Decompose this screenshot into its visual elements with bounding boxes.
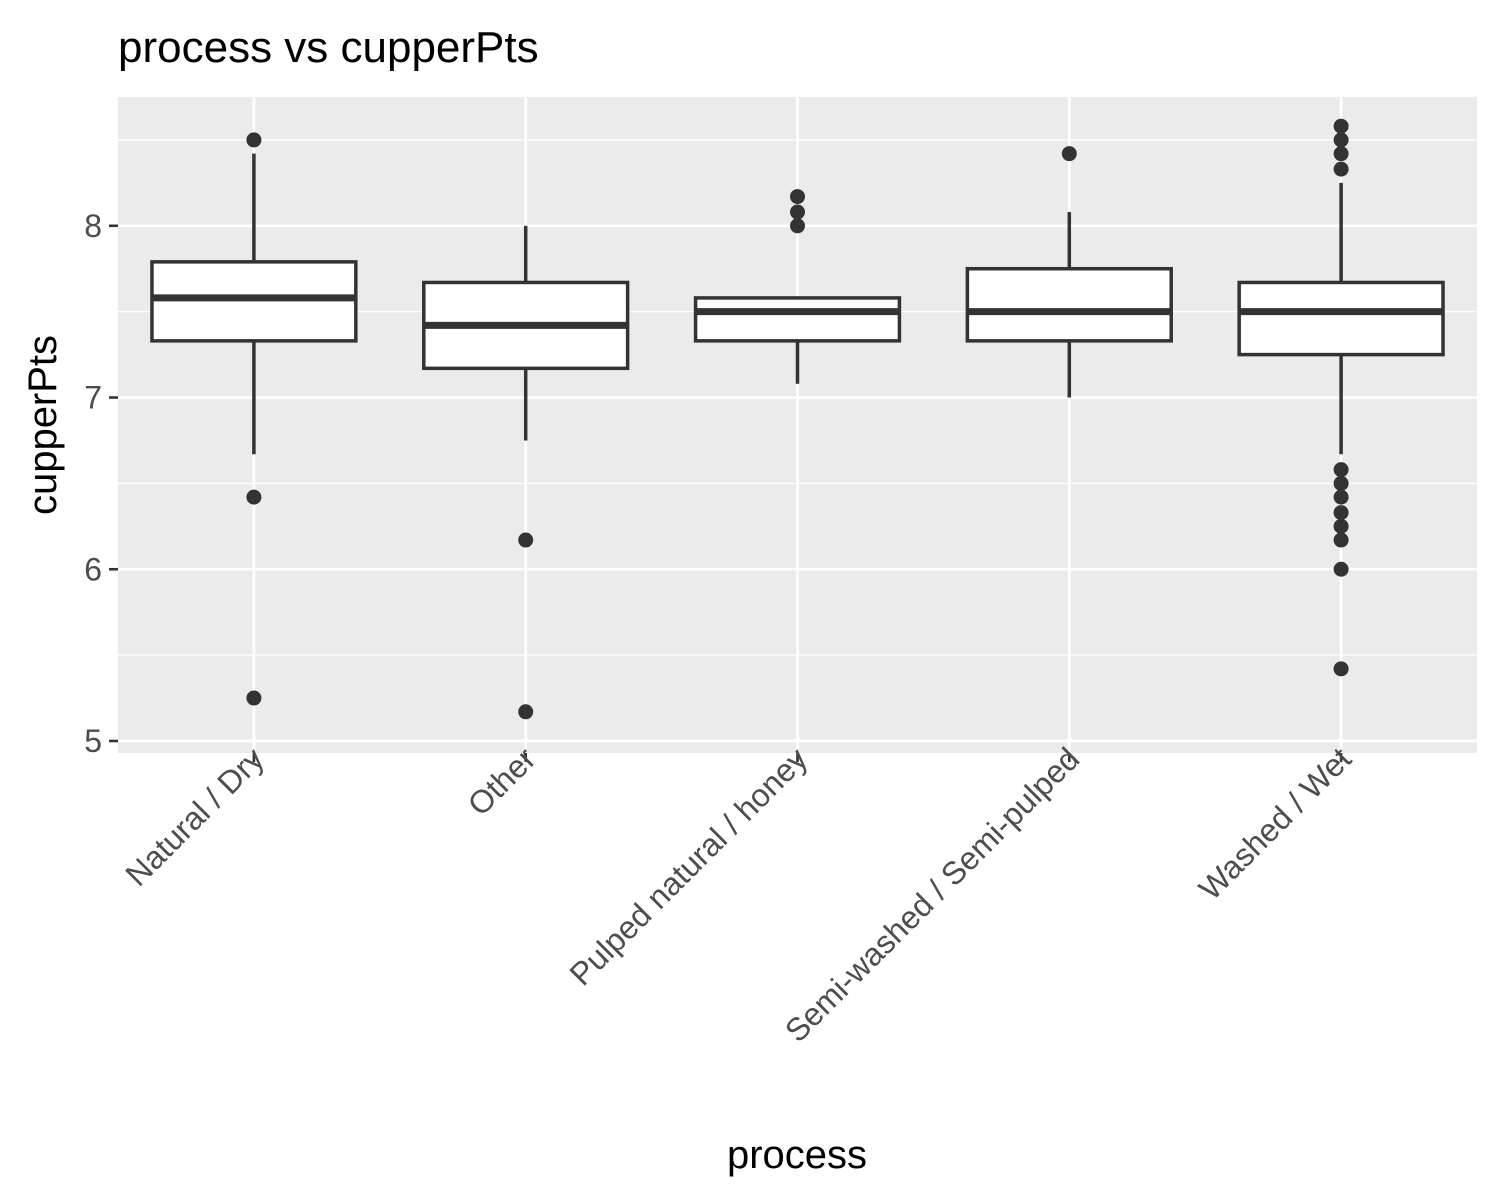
outlier-point (1333, 561, 1349, 577)
outlier-point (1333, 462, 1349, 478)
outlier-point (790, 189, 805, 205)
outlier-point (1333, 161, 1349, 177)
outlier-point (518, 704, 534, 720)
outlier-point (246, 489, 262, 505)
x-tick-label: Washed / Wet (1192, 740, 1358, 906)
y-tick-label: 7 (84, 380, 102, 416)
outlier-point (1061, 146, 1077, 162)
outlier-point (246, 132, 262, 148)
outlier-point (1333, 518, 1349, 534)
y-tick-label: 5 (84, 723, 102, 759)
box-1 (422, 225, 630, 720)
y-tick-label: 6 (84, 551, 102, 587)
outlier-point (790, 218, 805, 234)
y-axis: 5 6 7 8 (84, 208, 118, 759)
outlier-point (1333, 475, 1349, 491)
x-tick-label: Pulped natural / honey (563, 740, 815, 992)
outlier-point (1333, 118, 1349, 134)
box-0 (150, 132, 358, 706)
chart-title: process vs cupperPts (118, 23, 539, 72)
outlier-point (246, 690, 262, 706)
x-axis-title: process (727, 1133, 867, 1177)
outlier-point (1333, 505, 1349, 521)
box-4 (1237, 118, 1445, 677)
outlier-point (1333, 661, 1349, 677)
box-3 (965, 146, 1173, 398)
outlier-point (1333, 489, 1349, 505)
boxes (150, 118, 1445, 720)
x-axis: Natural / Dry Other Pulped natural / honey… (118, 740, 1358, 1049)
x-tick-label: Natural / Dry (118, 740, 270, 892)
box-iqr (693, 296, 902, 343)
box-iqr (1237, 280, 1445, 357)
outlier-point (1333, 132, 1349, 148)
outlier-point (1333, 532, 1349, 548)
box-iqr (965, 266, 1173, 343)
y-tick-label: 8 (84, 208, 102, 244)
y-axis-title: cupperPts (21, 335, 65, 515)
outlier-point (1333, 146, 1349, 162)
x-tick-label: Semi-washed / Semi-pulped (778, 740, 1086, 1048)
outlier-point (790, 204, 805, 220)
outlier-point (518, 532, 534, 548)
box-2 (693, 189, 902, 384)
